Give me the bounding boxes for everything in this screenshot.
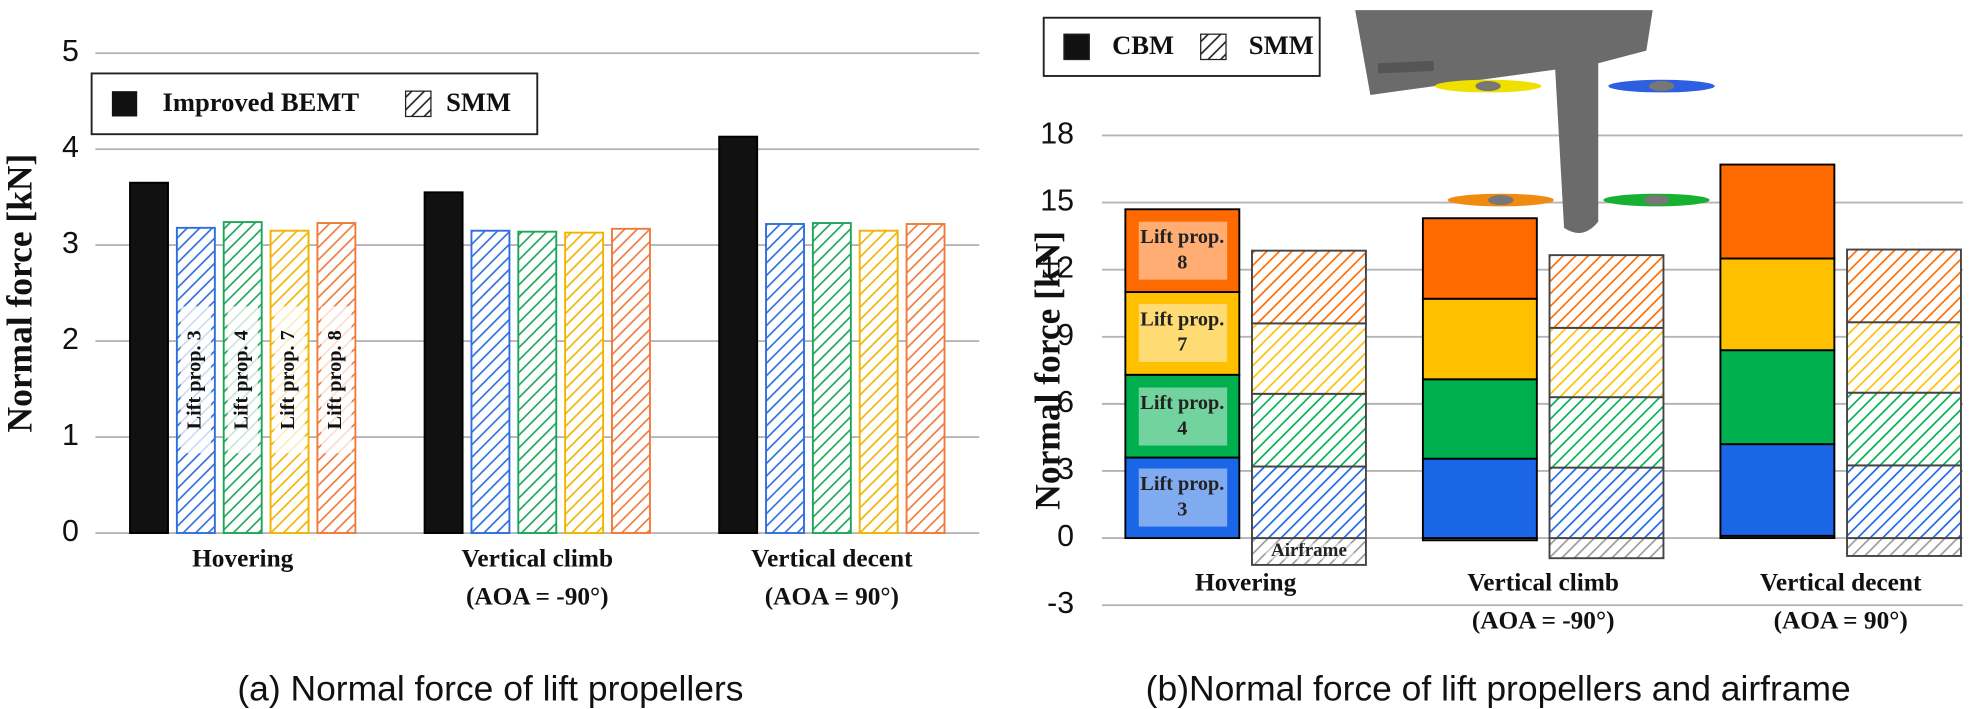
bar <box>811 222 852 534</box>
segment-label-text: Lift prop. 3 <box>1138 468 1227 527</box>
y-tick-label: 2 <box>62 322 79 356</box>
y-tick-label: 4 <box>62 130 79 164</box>
segment-label: Lift prop. 3 <box>1138 468 1227 527</box>
bar-label-bg <box>180 306 212 454</box>
bar-label-bg <box>227 306 258 454</box>
legend-swatch <box>1200 33 1227 61</box>
bar-segment <box>1421 217 1538 300</box>
y-tick-label: 3 <box>62 226 79 260</box>
y-tick-label: 18 <box>1040 117 1074 151</box>
bar-segment <box>1719 443 1836 537</box>
segment-label-text: Lift prop. 7 <box>1138 304 1227 363</box>
bar-segment <box>1124 373 1241 459</box>
bar <box>129 181 169 534</box>
bar <box>470 229 511 534</box>
bar <box>905 223 946 534</box>
y-tick-label: 0 <box>1057 519 1074 553</box>
bar <box>517 230 558 534</box>
legend-label: Improved BEMT <box>163 87 360 117</box>
y-tick-label: 0 <box>62 514 79 548</box>
bar-label: Lift prop. 8 <box>324 330 346 429</box>
bar-segment <box>1421 297 1538 381</box>
legend-label: SMM <box>446 87 511 117</box>
segment-label: Lift prop. 7 <box>1138 304 1227 363</box>
bar-segment <box>1719 163 1836 260</box>
x-tick-label: Vertical climb <box>1467 569 1619 597</box>
legend-box <box>90 72 539 136</box>
segment-label: Airframe <box>1264 543 1354 560</box>
bar-segment <box>1846 537 1962 557</box>
bar-label-bg <box>274 306 305 454</box>
bar <box>765 223 805 534</box>
bar-label: Lift prop. 7 <box>277 330 299 429</box>
x-tick-label: (AOA = -90°) <box>466 583 609 611</box>
bar <box>423 191 464 534</box>
bar-segment <box>1719 349 1836 446</box>
legend-swatch <box>111 91 138 117</box>
caption: (a) Normal force of lift propellers <box>237 669 743 709</box>
y-axis-label: Normal force [kN] <box>0 154 39 433</box>
x-tick-label: Hovering <box>192 545 294 573</box>
bar-segment <box>1846 391 1962 467</box>
bar-segment <box>1421 378 1538 460</box>
bar-segment <box>1846 464 1962 540</box>
bar <box>858 229 899 534</box>
x-tick-label: (AOA = 90°) <box>1774 607 1908 635</box>
segment-label-text: Lift prop. 4 <box>1138 387 1227 446</box>
bar-segment <box>1251 322 1367 395</box>
bar-label: Lift prop. 4 <box>230 330 252 429</box>
y-tick-label: 5 <box>62 34 79 68</box>
aircraft-illustration <box>1355 10 1715 233</box>
segment-label-text: Airframe <box>1264 543 1354 560</box>
y-tick-label: 1 <box>62 418 79 452</box>
segment-label: Lift prop. 8 <box>1138 221 1227 280</box>
bar-segment <box>1846 248 1962 324</box>
bar-segment <box>1548 537 1665 560</box>
bar-segment <box>1719 257 1836 352</box>
bar-segment <box>1251 249 1367 325</box>
bar-segment <box>1251 392 1367 468</box>
x-tick-label: (AOA = 90°) <box>765 583 899 611</box>
bar <box>718 135 759 534</box>
x-tick-label: Vertical decent <box>1760 569 1922 597</box>
y-tick-label: 12 <box>1040 251 1074 285</box>
y-tick-label: 6 <box>1057 385 1074 419</box>
caption: (b)Normal force of lift propellers and a… <box>1146 669 1851 709</box>
bar <box>611 227 651 534</box>
bar-segment <box>1124 456 1241 540</box>
x-tick-label: Hovering <box>1195 569 1297 597</box>
x-tick-label: Vertical climb <box>461 545 613 573</box>
bar-segment <box>1548 326 1665 399</box>
bar-segment <box>1421 457 1538 540</box>
bar-segment <box>1124 208 1241 293</box>
y-tick-label: -3 <box>1047 586 1074 620</box>
bar-label-bg <box>321 306 352 454</box>
y-tick-label: 15 <box>1040 184 1074 218</box>
legend-swatch <box>404 90 432 118</box>
legend-label: SMM <box>1249 30 1314 60</box>
y-axis-label: Normal force [kN] <box>1027 231 1067 510</box>
legend-label: CBM <box>1112 30 1174 60</box>
x-tick-label: Vertical decent <box>751 545 913 573</box>
bar-segment <box>1548 396 1665 469</box>
y-tick-label: 3 <box>1057 452 1074 486</box>
bar-label: Lift prop. 3 <box>184 330 206 429</box>
segment-label: Lift prop. 4 <box>1138 387 1227 446</box>
y-tick-label: 9 <box>1057 318 1074 352</box>
bar-segment <box>1548 466 1665 540</box>
x-tick-label: (AOA = -90°) <box>1472 607 1615 635</box>
legend-swatch <box>1063 33 1090 61</box>
bar-segment <box>1548 254 1665 329</box>
segment-label-text: Lift prop. 8 <box>1138 221 1227 280</box>
bar-segment <box>1251 465 1367 540</box>
bar-segment <box>1846 321 1962 394</box>
bar <box>564 231 605 534</box>
